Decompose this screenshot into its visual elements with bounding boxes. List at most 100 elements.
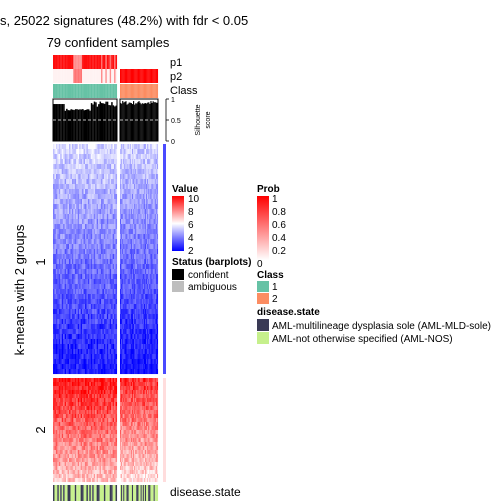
heatmap-cell — [64, 224, 67, 230]
heatmap-cell — [99, 149, 102, 155]
heatmap-cell — [101, 144, 103, 150]
heatmap-cell — [90, 299, 93, 305]
heatmap-cell — [79, 354, 81, 360]
heatmap-cell — [87, 274, 90, 280]
heatmap-cell — [87, 179, 90, 185]
heatmap-cell — [126, 364, 128, 370]
heatmap-cell — [131, 159, 134, 165]
heatmap-cell — [85, 289, 87, 295]
heatmap-cell — [106, 269, 109, 275]
heatmap-cell — [106, 334, 109, 340]
heatmap-cell — [67, 309, 70, 315]
heatmap-cell — [103, 344, 106, 350]
heatmap-cell — [79, 359, 81, 365]
heatmap-cell — [74, 254, 77, 260]
heatmap-cell — [89, 194, 91, 200]
heatmap-cell — [139, 234, 141, 240]
heatmap-cell — [57, 299, 59, 305]
heatmap-cell — [80, 319, 83, 325]
heatmap-cell — [55, 422, 58, 427]
heatmap-cell — [134, 154, 136, 160]
heatmap-cell — [79, 284, 81, 290]
heatmap-cell — [153, 214, 155, 220]
heatmap-cell — [101, 174, 103, 180]
heatmap-cell — [63, 229, 65, 235]
heatmap-cell — [143, 174, 146, 180]
heatmap-cell — [53, 269, 55, 275]
heatmap-cell — [154, 294, 156, 300]
heatmap-cell — [98, 274, 100, 280]
heatmap-cell — [125, 418, 127, 423]
heatmap-cell — [112, 284, 115, 290]
heatmap-cell — [123, 344, 125, 350]
p1-cell — [127, 55, 129, 69]
heatmap-cell — [136, 334, 138, 340]
heatmap-cell — [156, 386, 159, 391]
heatmap-cell — [67, 284, 70, 290]
heatmap-cell — [152, 174, 154, 180]
heatmap-cell — [76, 314, 78, 320]
heatmap-cell — [55, 398, 58, 403]
heatmap-cell — [129, 402, 131, 407]
heatmap-cell — [142, 204, 144, 210]
heatmap-cell — [139, 244, 141, 250]
heatmap-cell — [156, 364, 159, 370]
heatmap-cell — [60, 154, 62, 160]
heatmap-cell — [123, 159, 125, 165]
heatmap-cell — [134, 234, 136, 240]
heatmap-cell — [64, 418, 67, 423]
heatmap-cell — [102, 390, 104, 395]
heatmap-cell — [69, 344, 71, 350]
heatmap-cell — [138, 304, 140, 310]
heatmap-cell — [120, 359, 122, 365]
heatmap-cell — [70, 309, 72, 315]
heatmap-cell — [83, 184, 86, 190]
heatmap-cell — [90, 426, 93, 431]
heatmap-cell — [150, 349, 152, 355]
heatmap-cell — [135, 406, 137, 411]
heatmap-cell — [156, 204, 159, 210]
heatmap-cell — [131, 294, 134, 300]
heatmap-cell — [111, 382, 113, 387]
heatmap-cell — [64, 339, 67, 345]
heatmap-cell — [139, 169, 141, 175]
heatmap-cell — [102, 149, 104, 155]
heatmap-cell — [103, 378, 106, 383]
heatmap-cell — [73, 144, 75, 150]
heatmap-cell — [134, 319, 136, 325]
p2-cell — [109, 69, 112, 83]
heatmap-cell — [120, 279, 122, 285]
heatmap-cell — [128, 169, 130, 175]
heatmap-cell — [142, 254, 144, 260]
heatmap-cell — [67, 386, 70, 391]
heatmap-cell — [125, 214, 127, 220]
heatmap-cell — [54, 174, 56, 180]
heatmap-cell — [64, 199, 67, 205]
heatmap-cell — [143, 364, 146, 370]
heatmap-cell — [79, 264, 81, 270]
heatmap-cell — [139, 279, 141, 285]
heatmap-cell — [106, 364, 109, 370]
class-cell — [66, 84, 68, 98]
heatmap-cell — [80, 422, 83, 427]
heatmap-cell — [80, 382, 83, 387]
heatmap-cell — [140, 390, 142, 395]
heatmap-cell — [154, 274, 156, 280]
p1-cell — [141, 55, 143, 69]
heatmap-cell — [106, 289, 109, 295]
heatmap-cell — [136, 402, 138, 407]
p2-cell — [55, 69, 58, 83]
heatmap-cell — [156, 426, 159, 431]
heatmap-cell — [146, 249, 148, 255]
heatmap-cell — [115, 349, 118, 355]
heatmap-cell — [98, 304, 100, 310]
heatmap-cell — [112, 279, 115, 285]
heatmap-cell — [137, 269, 139, 275]
heatmap-cell — [73, 214, 75, 220]
heatmap-cell — [155, 159, 157, 165]
heatmap-cell — [154, 299, 156, 305]
heatmap-cell — [55, 386, 58, 391]
heatmap-cell — [120, 369, 122, 375]
heatmap-cell — [67, 324, 70, 330]
heatmap-cell — [71, 349, 74, 355]
